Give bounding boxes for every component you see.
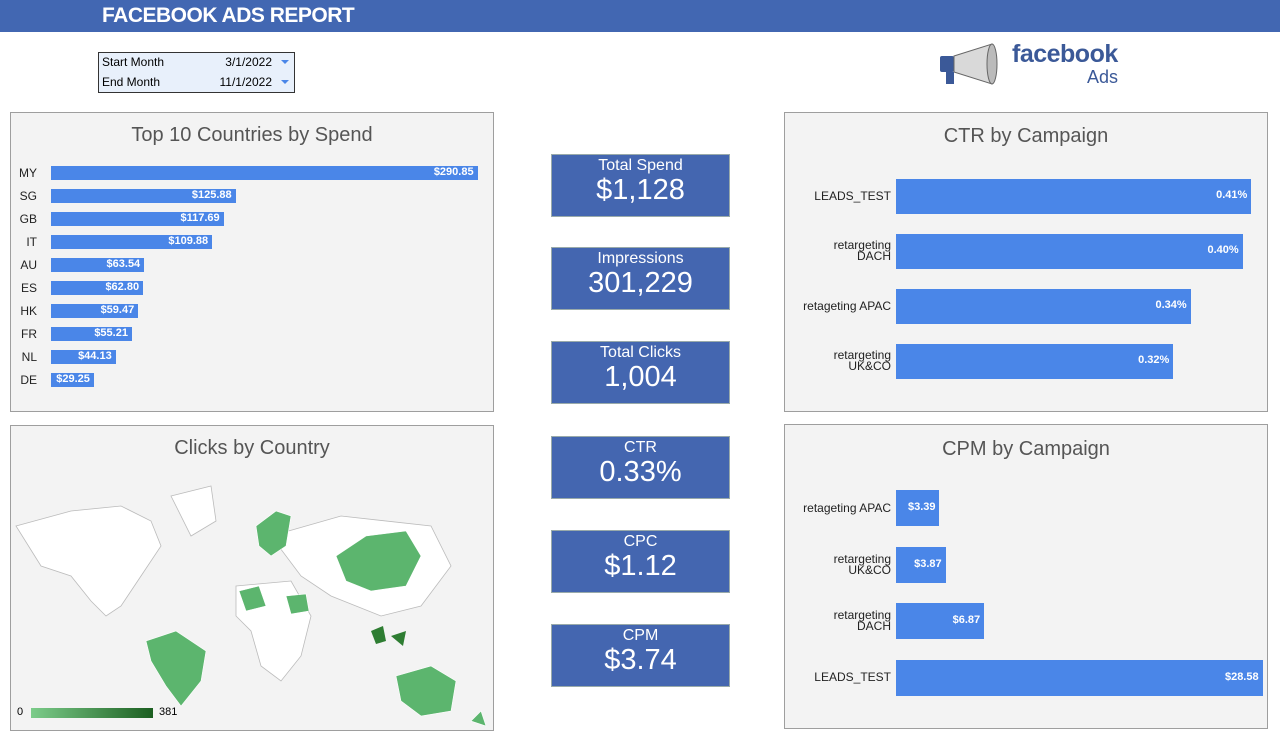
filter-label: End Month [102, 75, 161, 89]
category-label: NL [21, 349, 37, 364]
value-label: 0.32% [1138, 354, 1170, 366]
category-label: retargeting UK&CO [833, 348, 891, 373]
kpi-value: $3.74 [604, 644, 677, 676]
logo-brand: facebook [1012, 40, 1118, 68]
kpi-tile: CPM $3.74 [551, 624, 730, 687]
bar [51, 281, 144, 295]
kpi-value: $1,128 [596, 174, 685, 206]
filter-value: 11/1/2022 [219, 75, 273, 89]
megaphone-icon [940, 43, 998, 85]
map-panel: Clicks by Country 0 381 [10, 425, 494, 731]
kpi-label: CTR [624, 439, 657, 456]
category-label: DE [20, 372, 37, 387]
value-label: 0.34% [1155, 299, 1187, 311]
value-label: $59.47 [100, 304, 135, 316]
category-label: MY [19, 165, 37, 180]
category-label: retargeting DACH [833, 238, 891, 263]
filter-box [98, 52, 295, 93]
value-label: $44.13 [78, 350, 112, 362]
category-label: FR [21, 326, 37, 341]
header-title: FACEBOOK ADS REPORT [102, 4, 355, 27]
bar [51, 327, 132, 341]
chart-title: CTR by Campaign [943, 125, 1109, 147]
bar [896, 659, 1263, 696]
kpi-tile: Impressions 301,229 [551, 247, 730, 310]
filter-dropdown[interactable] [281, 60, 289, 64]
kpi-value: 301,229 [588, 267, 693, 299]
value-label: $55.21 [94, 327, 128, 339]
ctr-panel: CTR by Campaign LEADS_TEST 0.41% retargetin… [784, 112, 1268, 412]
chart-title: Top 10 Countries by Spend [131, 124, 373, 146]
category-label: LEADS_TEST [814, 670, 891, 684]
logo-sub: Ads [1087, 67, 1119, 87]
bar [51, 235, 213, 249]
filter-dropdown[interactable] [281, 80, 289, 84]
category-label: AU [20, 257, 37, 272]
value-label: $28.58 [1224, 670, 1259, 683]
value-label: $3.87 [914, 557, 942, 570]
bar [896, 233, 1243, 269]
value-label: $63.54 [106, 258, 141, 270]
filter-value: 3/1/2022 [225, 55, 272, 69]
kpi-label: Total Spend [598, 157, 683, 174]
value-label: $6.87 [952, 614, 981, 626]
category-label: retageting APAC [803, 500, 891, 515]
category-label: retageting APAC [803, 298, 891, 313]
bar [51, 350, 116, 364]
map-title: Clicks by Country [174, 437, 330, 459]
bar [51, 189, 236, 203]
kpi-value: 1,004 [604, 361, 677, 393]
category-label: ES [20, 280, 37, 295]
category-label: GB [19, 211, 37, 226]
value-label: 0.41% [1216, 189, 1248, 201]
cpm-panel: CPM by Campaign retageting APAC $3.39 retar… [784, 424, 1268, 729]
kpi-value: 0.33% [599, 456, 682, 488]
category-label: IT [26, 234, 37, 249]
category-label: retargeting DACH [833, 608, 891, 633]
value-label: $125.88 [191, 189, 232, 201]
bar [51, 304, 139, 318]
value-label: $62.80 [105, 281, 140, 293]
kpi-value: $1.12 [604, 550, 677, 582]
kpi-tile: Total Spend $1,128 [551, 154, 730, 217]
kpi-label: Total Clicks [600, 344, 681, 361]
category-label: HK [20, 303, 37, 318]
bar [51, 258, 145, 272]
value-label: $29.25 [56, 373, 90, 385]
bar [896, 343, 1174, 379]
kpi-label: CPM [622, 627, 659, 644]
value-label: $3.39 [907, 501, 936, 513]
spend-panel: Top 10 Countries by Spend MY $290.85 SG $125… [10, 112, 494, 412]
bar [51, 212, 224, 226]
kpi-tile: CPC $1.12 [551, 530, 730, 593]
legend-min: 0 [17, 706, 24, 718]
category-label: retargeting UK&CO [833, 551, 891, 577]
chart-title: CPM by Campaign [942, 438, 1110, 460]
category-label: LEADS_TEST [814, 188, 891, 203]
category-label: SG [19, 188, 37, 203]
value-label: 0.40% [1207, 244, 1239, 256]
bar [896, 546, 946, 583]
bar [896, 178, 1252, 214]
bar [896, 288, 1191, 324]
kpi-label: CPC [623, 533, 658, 550]
legend-max: 381 [159, 706, 178, 718]
value-label: $117.69 [180, 212, 220, 224]
bar [896, 603, 985, 639]
value-label: $290.85 [433, 166, 474, 178]
kpi-tile: Total Clicks 1,004 [551, 341, 730, 404]
bar [51, 373, 94, 387]
bar [896, 490, 940, 526]
world-map [15, 485, 487, 727]
kpi-tile: CTR 0.33% [551, 436, 730, 499]
kpi-label: Impressions [597, 250, 684, 267]
bar [51, 166, 478, 180]
value-label: $109.88 [168, 235, 209, 247]
header-bar [0, 0, 1280, 32]
filter-label: Start Month [102, 55, 165, 69]
legend-gradient [31, 708, 153, 718]
